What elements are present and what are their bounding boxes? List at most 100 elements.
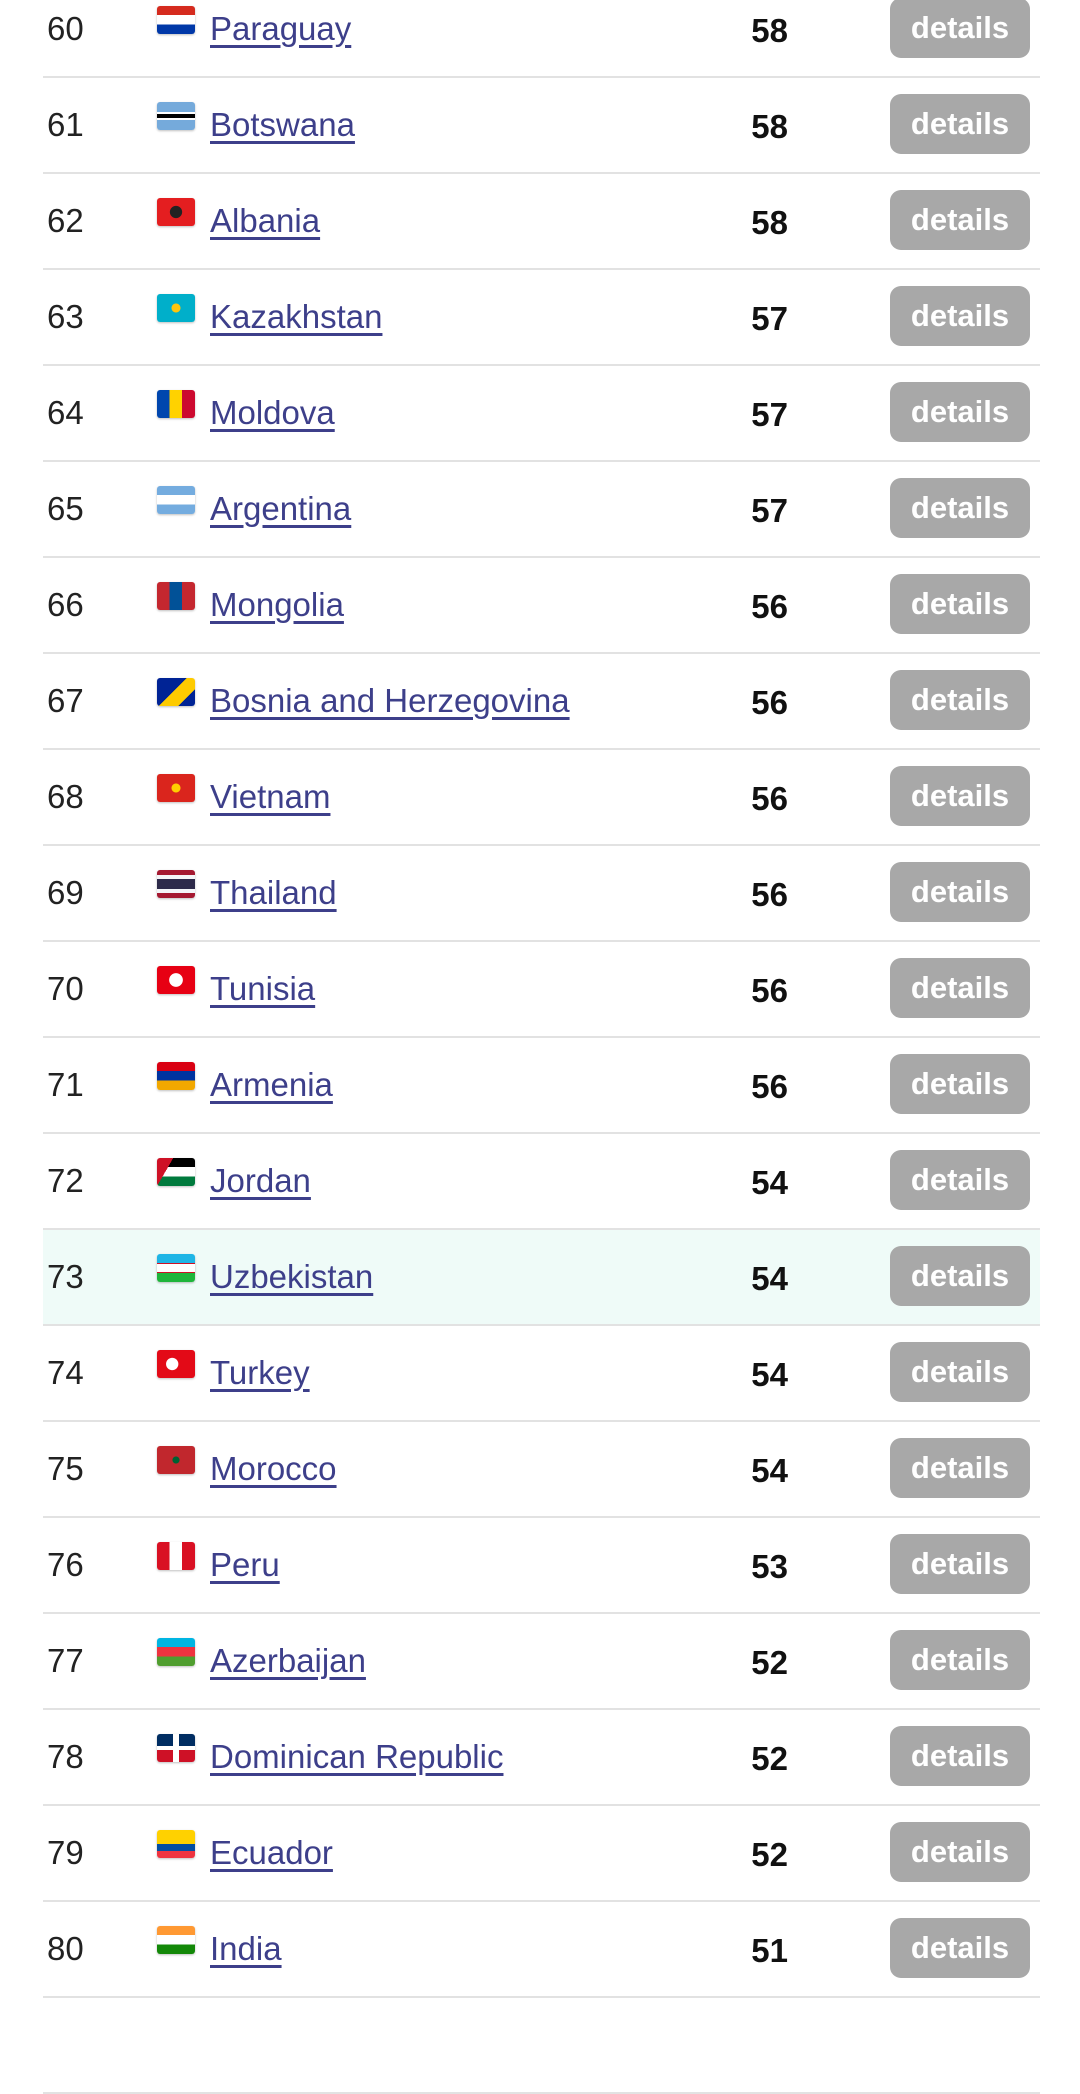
details-button[interactable]: details <box>890 0 1030 58</box>
rank: 62 <box>47 202 84 239</box>
details-button[interactable]: details <box>890 1246 1030 1306</box>
flag-icon <box>157 1830 195 1858</box>
score: 53 <box>751 1548 788 1585</box>
flag-icon <box>157 1446 195 1474</box>
details-button[interactable]: details <box>890 766 1030 826</box>
details-button[interactable]: details <box>890 1918 1030 1978</box>
score: 56 <box>751 684 788 721</box>
table-row: 64 Moldova 57 details <box>43 366 1040 462</box>
rank: 73 <box>47 1258 84 1295</box>
score: 52 <box>751 1836 788 1873</box>
table-row: 67 Bosnia and Herzegovina 56 details <box>43 654 1040 750</box>
rank: 74 <box>47 1354 84 1391</box>
score: 57 <box>751 300 788 337</box>
flag-icon <box>157 1158 195 1186</box>
country-link[interactable]: India <box>210 1930 282 1967</box>
score: 52 <box>751 1740 788 1777</box>
details-button[interactable]: details <box>890 1438 1030 1498</box>
score: 54 <box>751 1356 788 1393</box>
rank: 64 <box>47 394 84 431</box>
rank: 60 <box>47 10 84 47</box>
flag-icon <box>157 390 195 418</box>
country-link[interactable]: Paraguay <box>210 10 352 47</box>
flag-icon <box>157 1926 195 1954</box>
details-button[interactable]: details <box>890 670 1030 730</box>
flag-icon <box>157 6 195 34</box>
rank: 61 <box>47 106 84 143</box>
flag-icon <box>157 198 195 226</box>
details-button[interactable]: details <box>890 94 1030 154</box>
details-button[interactable]: details <box>890 286 1030 346</box>
country-link[interactable]: Argentina <box>210 490 352 527</box>
table-row: 66 Mongolia 56 details <box>43 558 1040 654</box>
country-link[interactable]: Uzbekistan <box>210 1258 374 1295</box>
details-button[interactable]: details <box>890 862 1030 922</box>
details-button[interactable]: details <box>890 190 1030 250</box>
country-link[interactable]: Armenia <box>210 1066 333 1103</box>
flag-icon <box>157 870 195 898</box>
details-button[interactable]: details <box>890 1150 1030 1210</box>
country-link[interactable]: Vietnam <box>210 778 331 815</box>
table-row: 74 Turkey 54 details <box>43 1326 1040 1422</box>
flag-icon <box>157 1350 195 1378</box>
score: 51 <box>751 1932 788 1969</box>
score: 56 <box>751 588 788 625</box>
country-link[interactable]: Botswana <box>210 106 355 143</box>
table-row: 61 Botswana 58 details <box>43 78 1040 174</box>
country-link[interactable]: Dominican Republic <box>210 1738 504 1775</box>
rank: 68 <box>47 778 84 815</box>
details-button[interactable]: details <box>890 1630 1030 1690</box>
table-row <box>43 1998 1040 2094</box>
rank: 79 <box>47 1834 84 1871</box>
score: 58 <box>751 204 788 241</box>
table-row: 80 India 51 details <box>43 1902 1040 1998</box>
country-link[interactable]: Bosnia and Herzegovina <box>210 682 570 719</box>
details-button[interactable]: details <box>890 382 1030 442</box>
table-row: 73 Uzbekistan 54 details <box>43 1230 1040 1326</box>
rank: 80 <box>47 1930 84 1967</box>
rank: 65 <box>47 490 84 527</box>
flag-icon <box>157 582 195 610</box>
score: 54 <box>751 1260 788 1297</box>
score: 54 <box>751 1164 788 1201</box>
score: 56 <box>751 972 788 1009</box>
details-button[interactable]: details <box>890 1054 1030 1114</box>
details-button[interactable]: details <box>890 1726 1030 1786</box>
table-row: 71 Armenia 56 details <box>43 1038 1040 1134</box>
flag-icon <box>157 486 195 514</box>
details-button[interactable]: details <box>890 1342 1030 1402</box>
details-button[interactable]: details <box>890 574 1030 634</box>
table-row: 63 Kazakhstan 57 details <box>43 270 1040 366</box>
country-link[interactable]: Mongolia <box>210 586 344 623</box>
rank: 77 <box>47 1642 84 1679</box>
table-row: 70 Tunisia 56 details <box>43 942 1040 1038</box>
score: 54 <box>751 1452 788 1489</box>
flag-icon <box>157 294 195 322</box>
table-row: 65 Argentina 57 details <box>43 462 1040 558</box>
table-row: 77 Azerbaijan 52 details <box>43 1614 1040 1710</box>
score: 57 <box>751 396 788 433</box>
country-link[interactable]: Moldova <box>210 394 335 431</box>
rank: 69 <box>47 874 84 911</box>
table-row: 79 Ecuador 52 details <box>43 1806 1040 1902</box>
country-link[interactable]: Morocco <box>210 1450 337 1487</box>
country-link[interactable]: Turkey <box>210 1354 310 1391</box>
score: 56 <box>751 876 788 913</box>
table-row: 69 Thailand 56 details <box>43 846 1040 942</box>
country-link[interactable]: Kazakhstan <box>210 298 383 335</box>
details-button[interactable]: details <box>890 1822 1030 1882</box>
country-link[interactable]: Tunisia <box>210 970 316 1007</box>
score: 58 <box>751 12 788 49</box>
flag-icon <box>157 1734 195 1762</box>
country-link[interactable]: Ecuador <box>210 1834 333 1871</box>
country-link[interactable]: Albania <box>210 202 321 239</box>
country-link[interactable]: Azerbaijan <box>210 1642 366 1679</box>
country-link[interactable]: Jordan <box>210 1162 311 1199</box>
details-button[interactable]: details <box>890 478 1030 538</box>
flag-icon <box>157 774 195 802</box>
country-link[interactable]: Peru <box>210 1546 280 1583</box>
details-button[interactable]: details <box>890 1534 1030 1594</box>
flag-icon <box>157 1062 195 1090</box>
details-button[interactable]: details <box>890 958 1030 1018</box>
country-link[interactable]: Thailand <box>210 874 337 911</box>
